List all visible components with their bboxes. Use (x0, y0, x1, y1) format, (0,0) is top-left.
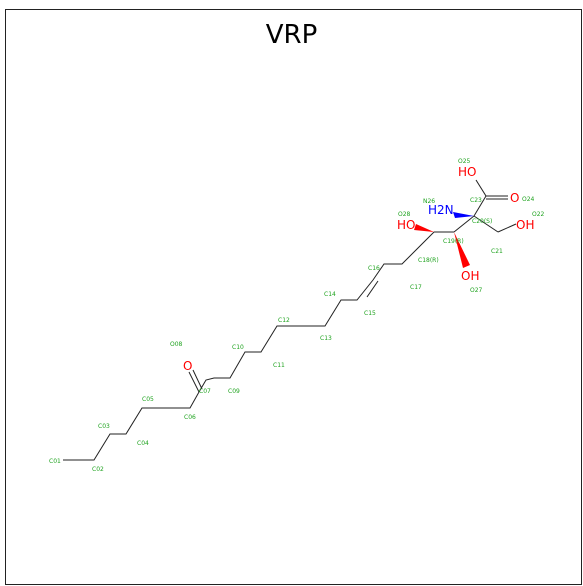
atom-label-o27: O27 (470, 287, 483, 294)
atom-label-c05: C05 (142, 396, 154, 403)
atom-label-c12: C12 (278, 317, 290, 324)
atom-label-c01: C01 (49, 458, 61, 465)
c19-c20-bond (453, 215, 475, 233)
heteroatoms: O OH O HO H2N OH HO (183, 165, 534, 373)
n26-symbol: H2N (428, 203, 454, 217)
atom-label-n26: N26 (423, 198, 435, 205)
diagram-title: VRP (265, 20, 318, 50)
atom-label-c11: C11 (273, 362, 285, 369)
c20-c21-bond (473, 215, 499, 233)
atom-label-c21: C21 (491, 248, 503, 255)
atom-label-c07: C07 (199, 388, 211, 395)
o28-symbol: HO (397, 218, 415, 232)
atom-label-c23: C23 (470, 197, 482, 204)
atom-label-o28: O28 (398, 211, 411, 218)
atom-label-c03: C03 (98, 423, 110, 430)
atom-label-o25: O25 (458, 158, 471, 165)
o24-symbol: O (510, 191, 519, 205)
ketone-bond-b (192, 369, 203, 390)
atom-label-o22: O22 (532, 211, 545, 218)
o27-symbol: OH (461, 269, 479, 283)
atom-label-c04: C04 (137, 440, 149, 447)
atom-label-c17: C17 (410, 284, 422, 291)
atom-label-c18: C18(R) (418, 257, 439, 264)
o22-symbol: OH (516, 218, 534, 232)
o25-symbol: HO (458, 165, 476, 179)
atom-label-o08: O08 (170, 341, 183, 348)
wedge-c20-n26 (453, 212, 474, 218)
wedge-c18-o28 (414, 224, 434, 232)
bonds (63, 179, 517, 461)
atom-label-c10: C10 (232, 344, 244, 351)
atom-label-c09: C09 (228, 388, 240, 395)
c23-o25-bond (475, 179, 487, 197)
c20-c23-bond (473, 195, 487, 217)
atom-label-c19: C19(R) (443, 238, 464, 245)
atom-label-c13: C13 (320, 335, 332, 342)
o08-symbol: O (183, 359, 192, 373)
ketone-bond-a (188, 371, 200, 393)
atom-label-c20: C20(S) (472, 218, 492, 225)
c21-o22-bond (497, 223, 517, 233)
diagram-frame (5, 9, 582, 585)
carbon-chain-bond (63, 231, 435, 461)
atom-label-c16: C16 (368, 265, 380, 272)
atom-label-c02: C02 (92, 466, 104, 473)
alkene-bond-inner (366, 280, 379, 298)
atom-label-o24: O24 (522, 196, 535, 203)
atom-label-c14: C14 (324, 291, 336, 298)
atom-label-c15: C15 (364, 310, 376, 317)
atom-label-c06: C06 (184, 414, 196, 421)
atom-labels: C01 C02 C03 C04 C05 C06 C07 O08 C09 C10 … (49, 158, 545, 473)
wedge-c19-o27 (454, 232, 470, 268)
